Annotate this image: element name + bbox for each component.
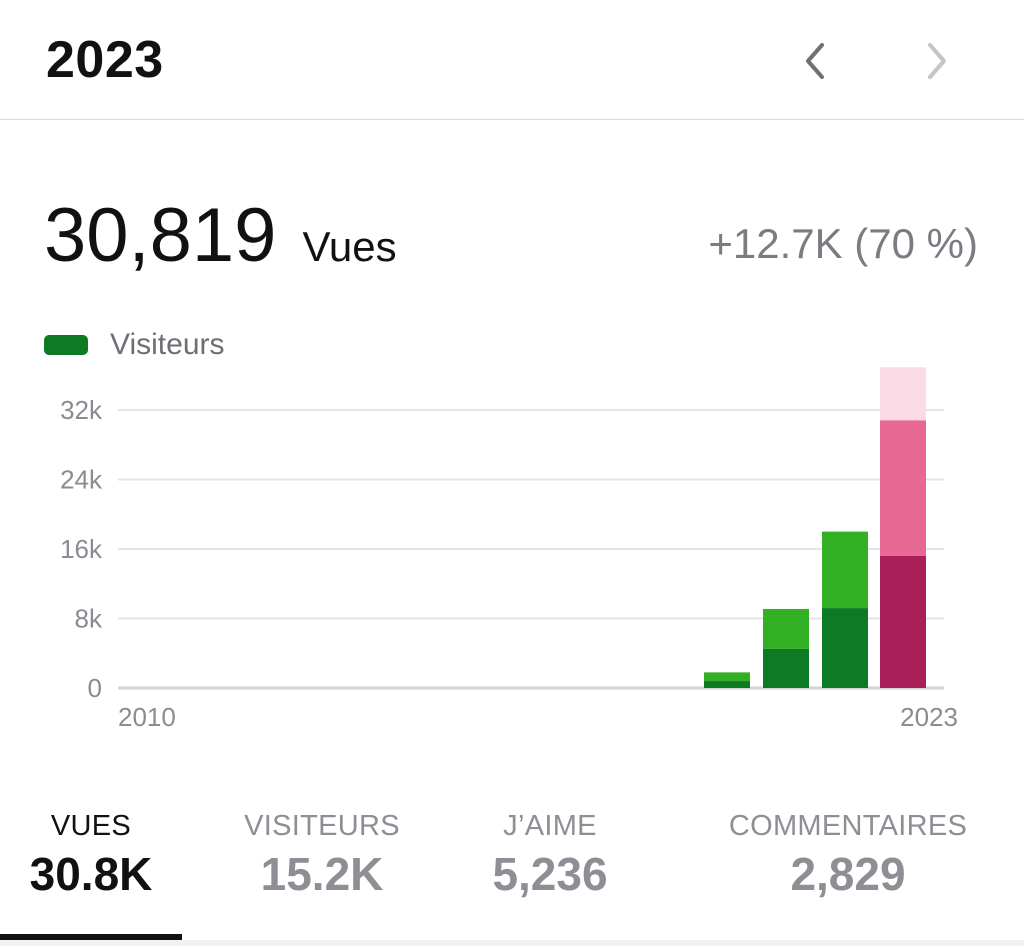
- bar-projection: [880, 367, 926, 421]
- tab-views-label: VUES: [50, 810, 132, 842]
- y-tick-label: 24k: [60, 465, 103, 495]
- bar-visitors: [704, 681, 750, 688]
- tab-likes-label: J’AIME: [503, 810, 597, 842]
- legend-swatch: [44, 335, 88, 355]
- summary-unit: Vues: [302, 223, 397, 270]
- tab-likes[interactable]: J’AIME 5,236: [460, 810, 640, 901]
- summary-change: +12.7K (70 %): [708, 220, 978, 267]
- y-tick-label: 16k: [60, 534, 103, 564]
- bar-views: [822, 531, 868, 609]
- chevron-right-icon: [928, 43, 946, 79]
- bar-views: [763, 608, 809, 649]
- tab-comments-value: 2,829: [790, 848, 906, 900]
- tab-likes-value: 5,236: [492, 848, 608, 900]
- bar-visitors: [822, 608, 868, 688]
- y-tick-label: 32k: [60, 395, 103, 425]
- y-tick-label: 0: [88, 673, 102, 703]
- tab-views[interactable]: VUES 30.8K: [14, 810, 168, 901]
- tab-visitors[interactable]: VISITEURS 15.2K: [222, 810, 422, 901]
- summary-stat: 30,819 Vues: [44, 192, 397, 279]
- metric-tabs: VUES 30.8K VISITEURS 15.2K J’AIME 5,236 …: [0, 810, 1024, 946]
- y-tick-label: 8k: [75, 604, 103, 634]
- legend-label: Visiteurs: [110, 328, 225, 361]
- previous-period-button[interactable]: [790, 36, 840, 86]
- x-tick-label: 2023: [900, 702, 958, 732]
- bar-visitors: [763, 648, 809, 688]
- bar-views: [704, 672, 750, 682]
- tab-visitors-label: VISITEURS: [244, 810, 400, 842]
- chevron-left-icon: [806, 43, 824, 79]
- bar-views: [880, 420, 926, 556]
- views-bar-chart: 0 8k 16k 24k 32k 2010 2023: [60, 367, 958, 732]
- tab-visitors-value: 15.2K: [260, 848, 384, 900]
- x-tick-label: 2010: [118, 702, 176, 732]
- header: 2023: [0, 0, 1024, 120]
- next-period-button[interactable]: [912, 36, 962, 86]
- tab-comments-label: COMMENTAIRES: [728, 810, 968, 842]
- summary-value: 30,819: [44, 193, 277, 278]
- tabs-bottom-divider: [0, 940, 1024, 946]
- bar-visitors: [880, 555, 926, 688]
- active-tab-indicator: [0, 934, 182, 940]
- page-title: 2023: [46, 31, 164, 89]
- tab-views-value: 30.8K: [29, 848, 153, 900]
- chart-legend: Visiteurs: [44, 328, 225, 362]
- tab-comments[interactable]: COMMENTAIRES 2,829: [716, 810, 980, 901]
